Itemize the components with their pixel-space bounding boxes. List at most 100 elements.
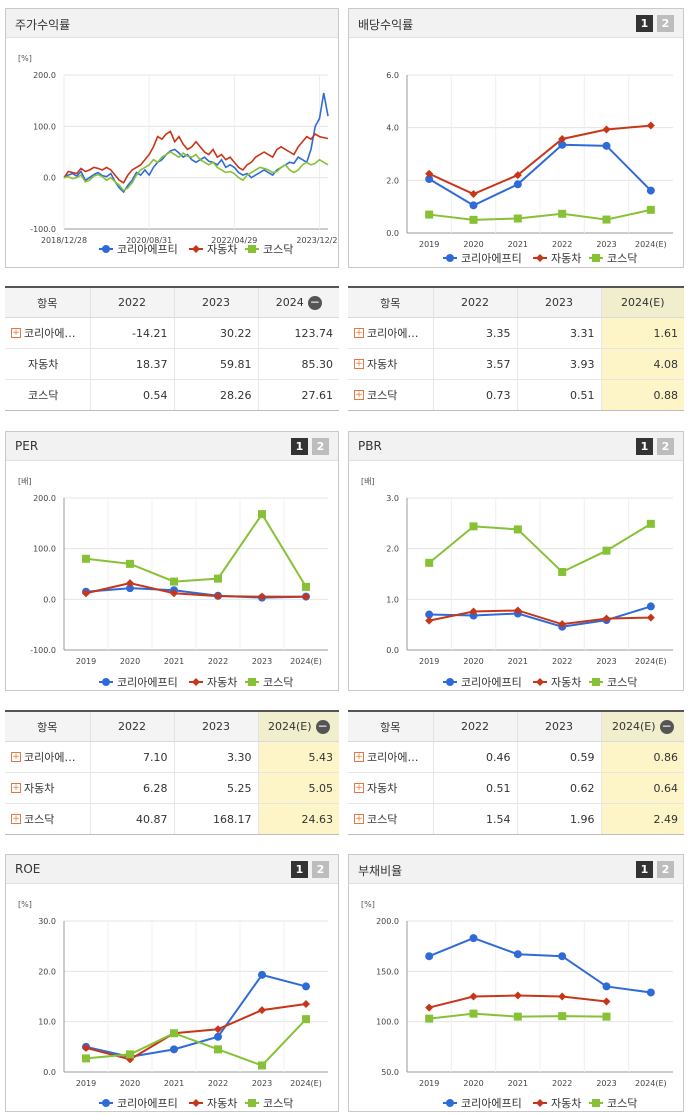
row-label[interactable]: + 코리아에… bbox=[348, 317, 433, 349]
cell: 5.05 bbox=[257, 772, 339, 804]
data-point bbox=[170, 1045, 178, 1054]
plus-icon[interactable]: + bbox=[11, 783, 21, 793]
table-header-row: 항목 2022 2023 2024(E) bbox=[348, 288, 684, 318]
row-name: 코리아에… bbox=[24, 327, 76, 340]
tab-1-button[interactable]: 1 bbox=[291, 861, 308, 878]
cell: 27.61 bbox=[257, 379, 339, 410]
tab-2-button[interactable]: 2 bbox=[657, 861, 674, 878]
minus-icon[interactable]: − bbox=[315, 718, 330, 734]
panel-per: PER 1 2 [배] 200.0 100.0 0.0 -100.0 2019 2020 20… bbox=[5, 431, 339, 691]
data-point bbox=[425, 210, 434, 219]
row-label: 자동차 bbox=[5, 348, 90, 380]
x-tick-label: 2022 bbox=[208, 657, 228, 666]
data-point bbox=[214, 1025, 222, 1034]
y-tick-label: 100.0 bbox=[376, 1018, 399, 1027]
plus-icon[interactable]: + bbox=[11, 752, 21, 762]
y-tick-label: 6.0 bbox=[386, 71, 399, 80]
header-2024e-label: 2024(E) bbox=[267, 719, 312, 733]
table-header-row: 항목 2022 2023 2024− bbox=[5, 288, 339, 318]
plus-icon[interactable]: + bbox=[354, 390, 364, 400]
unit-label: [배] bbox=[361, 477, 375, 486]
tab-1-button[interactable]: 1 bbox=[636, 861, 653, 878]
tab-2-button[interactable]: 2 bbox=[657, 15, 674, 32]
pbr-chart: [배] 3.0 2.0 1.0 0.0 2019 2020 2021 2022 2023 2024(… bbox=[361, 477, 673, 689]
per-chart: [배]200.0 100.0 0.0 -100.0 2019 2020 2021 2022 20… bbox=[18, 477, 328, 689]
data-point bbox=[126, 584, 134, 593]
row-name: 자동차 bbox=[24, 782, 55, 795]
minus-icon[interactable]: − bbox=[659, 718, 674, 734]
y-tick-label: 50.0 bbox=[381, 1068, 399, 1077]
series-line bbox=[85, 582, 307, 598]
row-label[interactable]: + 코스닥 bbox=[348, 803, 433, 834]
table-row: 자동차 18.37 59.81 85.30 bbox=[5, 348, 339, 380]
plus-icon[interactable]: + bbox=[11, 328, 21, 338]
x-tick-label: 2024(E) bbox=[290, 657, 322, 666]
data-point bbox=[192, 1099, 200, 1107]
tab-2-button[interactable]: 2 bbox=[312, 861, 329, 878]
plus-icon[interactable]: + bbox=[354, 328, 364, 338]
minus-icon[interactable]: − bbox=[307, 294, 322, 310]
data-point bbox=[536, 254, 544, 262]
tab-2-button[interactable]: 2 bbox=[312, 438, 329, 455]
table-row: + 코리아에… 0.46 0.59 0.86 bbox=[348, 741, 684, 773]
plus-icon[interactable]: + bbox=[11, 814, 21, 824]
row-label[interactable]: + 코스닥 bbox=[5, 803, 90, 834]
y-tick-label: 1.0 bbox=[386, 595, 399, 604]
tab-2-button[interactable]: 2 bbox=[657, 438, 674, 455]
y-tick-label: 20.0 bbox=[38, 967, 56, 976]
data-point bbox=[513, 214, 522, 223]
y-tick-label: -100.0 bbox=[30, 646, 56, 655]
tab-1-button[interactable]: 1 bbox=[636, 15, 653, 32]
x-tick-label: 2020/08/31 bbox=[126, 236, 172, 245]
table-row: + 자동차 3.57 3.93 4.08 bbox=[348, 348, 684, 380]
data-point bbox=[602, 982, 611, 991]
data-point bbox=[602, 997, 611, 1006]
data-point bbox=[558, 134, 567, 143]
plus-icon[interactable]: + bbox=[354, 359, 364, 369]
data-point bbox=[425, 952, 434, 961]
data-point bbox=[513, 991, 522, 1000]
row-name: 코스닥 bbox=[367, 389, 398, 402]
plus-icon[interactable]: + bbox=[354, 752, 364, 762]
row-label[interactable]: + 코리아에… bbox=[5, 317, 90, 349]
cell: 0.54 bbox=[89, 379, 174, 410]
row-label[interactable]: + 자동차 bbox=[348, 772, 433, 804]
table-row: + 코스닥 0.73 0.51 0.88 bbox=[348, 379, 684, 410]
panel-header: 부채비율 1 2 bbox=[349, 855, 683, 884]
y-tick-label: 0.0 bbox=[43, 595, 56, 604]
unit-label: [배] bbox=[18, 477, 32, 486]
data-point bbox=[425, 1003, 434, 1012]
row-label[interactable]: + 코리아에… bbox=[348, 741, 433, 773]
pbr-table: 항목 2022 2023 2024(E) − + 코리아에… 0.46 0.59 0… bbox=[348, 710, 684, 835]
data-point bbox=[513, 171, 522, 180]
y-tick-label: 30.0 bbox=[38, 917, 56, 926]
x-tick-label: 2022/04/29 bbox=[211, 236, 257, 245]
row-label[interactable]: + 코리아에… bbox=[5, 741, 90, 773]
series-line bbox=[429, 208, 652, 221]
cell: -14.21 bbox=[89, 317, 174, 349]
data-point bbox=[469, 1009, 478, 1018]
data-point bbox=[513, 525, 522, 534]
data-point bbox=[102, 245, 110, 253]
data-point bbox=[102, 1099, 110, 1107]
row-label[interactable]: + 자동차 bbox=[5, 772, 90, 804]
data-point bbox=[558, 140, 567, 149]
header-item: 항목 bbox=[5, 288, 90, 318]
row-name: 코스닥 bbox=[367, 813, 398, 826]
tab-1-button[interactable]: 1 bbox=[636, 438, 653, 455]
y-tick-label: 200.0 bbox=[376, 917, 399, 926]
plus-icon[interactable]: + bbox=[354, 783, 364, 793]
data-point bbox=[214, 574, 222, 583]
tab-1-button[interactable]: 1 bbox=[291, 438, 308, 455]
row-label[interactable]: + 코스닥 bbox=[348, 379, 433, 410]
plus-icon[interactable]: + bbox=[354, 814, 364, 824]
panel-title: 부채비율 bbox=[358, 864, 403, 878]
row-name: 코스닥 bbox=[28, 389, 59, 402]
cell: 3.31 bbox=[516, 317, 601, 349]
legend-label: 코스닥 bbox=[263, 1097, 293, 1110]
row-label[interactable]: + 자동차 bbox=[348, 348, 433, 380]
series-line bbox=[63, 151, 329, 192]
data-point bbox=[170, 589, 178, 598]
cell: 5.43 bbox=[257, 741, 339, 773]
x-tick-label: 2024(E) bbox=[635, 240, 667, 249]
